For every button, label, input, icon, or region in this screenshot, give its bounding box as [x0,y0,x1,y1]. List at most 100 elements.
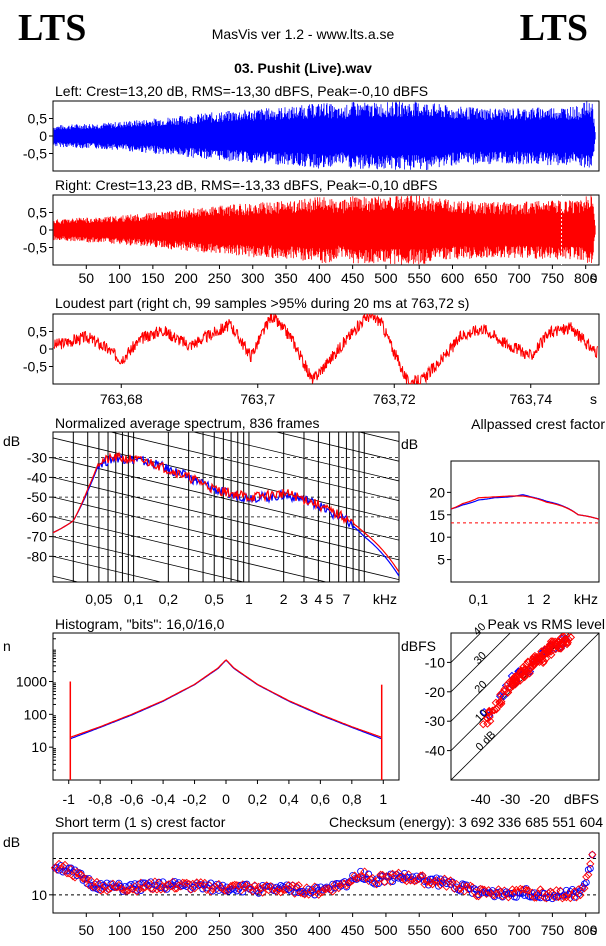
short-term-point [360,867,369,876]
short-term-point [88,882,98,891]
spectrum-xtick-label: 7 [343,591,351,607]
peak-rms-point [508,681,518,691]
right-xtick-label: 550 [408,270,432,286]
spectrum-slope-line [53,536,246,582]
short-term-point [126,884,136,893]
right-xtick-label: 600 [441,270,465,286]
short-term-point [424,875,433,885]
short-term-point [395,874,403,882]
short-term-ylabel: dB [3,834,20,850]
short-term-point [346,876,355,886]
allpass-ytick-label: 10 [429,529,445,545]
short-term-point [410,877,419,886]
short-term-xtick-label: 400 [308,922,332,938]
short-term-point [580,884,589,893]
peak-rms-point [564,635,573,644]
short-term-point [462,882,471,891]
peak-rms-point [497,697,506,706]
histogram-xtick-label: -1 [63,791,76,807]
short-term-point [506,890,515,900]
short-term-point [66,864,76,874]
peak-rms-diagonal-label: 30 [472,650,489,667]
peak-rms-point [519,662,528,672]
short-term-point [308,888,317,897]
spectrum-series-line [53,451,399,573]
left-ytick-label: 0 [39,128,47,144]
loudest-title: Loudest part (right ch, 99 samples >95% … [55,295,469,311]
spectrum-xtick-label: 0,2 [159,591,179,607]
short-term-point [338,878,347,888]
peak-rms-point [516,666,526,675]
short-term-point [498,891,507,901]
short-term-point [140,883,150,892]
short-term-point [189,884,197,891]
short-term-xtick-label: 100 [108,922,132,938]
short-term-point [248,887,257,896]
short-term-point [457,887,464,895]
right-xtick-label: 800 [574,270,598,286]
histogram-frame [52,632,400,781]
short-term-point [120,886,130,895]
peak-rms-point [482,713,492,722]
short-term-point [194,881,203,890]
peak-rms-point [524,666,533,675]
peak-rms-point [524,658,533,667]
short-term-point [478,885,487,894]
peak-rms-frame [450,632,600,781]
spectrum-slope-line [53,477,399,561]
peak-rms-point [526,664,535,673]
short-term-point [86,876,96,885]
short-term-point [588,850,597,859]
allpass-ytick-label: 15 [429,507,445,523]
spectrum-xtick-label: 1 [245,591,253,607]
peak-rms-ytick-label: -10 [425,654,445,670]
short-term-xtick-label: 750 [541,922,565,938]
spectrum-slope-line [53,516,328,582]
short-term-point [256,884,265,893]
histogram-xtick-label: 1 [379,791,387,807]
peak-rms-ytick-label: -30 [425,713,445,729]
short-term-point [286,882,295,892]
spectrum-ylabel: dB [3,433,20,449]
histogram-ytick-label: 1000 [16,673,47,689]
short-term-point [280,885,289,895]
peak-rms-point [561,633,571,640]
file-name: 03. Pushit (Live).wav [234,60,372,76]
peak-rms-xtick-label: -30 [500,791,520,807]
short-term-point [438,876,447,886]
allpass-title: Allpassed crest factor [471,416,605,432]
short-term-point [433,874,440,882]
short-term-xtick-label: 300 [241,922,265,938]
peak-rms-diagonal-label: 0 dB [474,729,498,753]
short-term-point [428,880,437,889]
short-term-point [412,876,421,885]
short-term-title: Short term (1 s) crest factor [55,814,226,830]
short-term-point [133,886,141,894]
short-term-xtick-label: 150 [141,922,165,938]
short-term-point [200,878,209,888]
short-term-point [62,869,72,878]
short-term-point [422,876,431,886]
spectrum-slope-line [191,432,399,482]
loudest-waveform [53,313,598,385]
short-term-point [152,885,162,894]
short-term-point [98,885,108,894]
short-term-point [540,893,549,902]
short-term-point [70,873,80,882]
left-ytick-label: -0,5 [23,146,47,162]
short-term-point [58,862,68,871]
short-term-point [470,887,479,897]
peak-rms-point [528,657,537,666]
loudest-ytick-label: -0,5 [23,359,47,375]
short-term-point [266,882,275,891]
short-term-xtick-label: 600 [441,922,465,938]
right-xtick-label: 150 [141,270,165,286]
allpass-xlabel: kHz [574,591,598,607]
short-term-point [197,881,205,889]
histogram-ylabel: n [3,638,11,654]
short-term-point [576,890,585,900]
spectrum-slope-line [53,555,163,582]
short-term-point [192,878,201,887]
peak-rms-point [508,677,517,686]
